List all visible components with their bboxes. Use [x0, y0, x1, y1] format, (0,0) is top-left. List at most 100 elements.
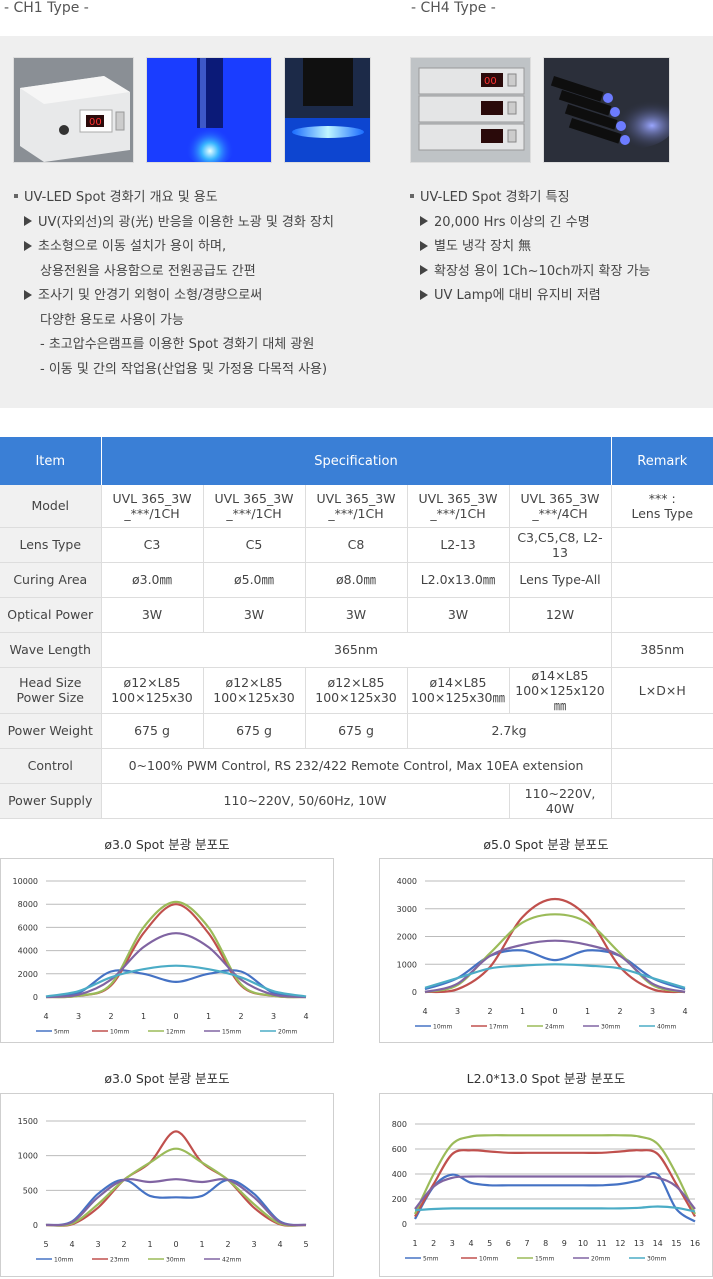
x-tick-label: 1 [141, 1012, 146, 1021]
header-item: Item [0, 437, 102, 485]
x-tick-label: 5 [303, 1240, 308, 1249]
series-line-10mm [424, 949, 686, 991]
y-tick-label: 4000 [18, 947, 38, 956]
table-header-row: Item Specification Remark [0, 437, 713, 485]
series-line-20mm [45, 964, 307, 998]
table-cell [611, 748, 713, 784]
table-row: Lens Type C3 C5 C8 L2-13 C3,C5,C8, L2-13 [0, 527, 713, 563]
table-row: Power Weight 675 g 675 g 675 g 2.7kg [0, 713, 713, 749]
x-tick-label: 3 [450, 1239, 455, 1248]
overview-item: 조사기 및 안경기 외형이 소형/경량으로써 [14, 284, 334, 309]
x-tick-label: 8 [543, 1239, 548, 1248]
x-tick-label: 3 [251, 1240, 256, 1249]
legend-label: 30mm [647, 1256, 666, 1263]
series-line-10mm [414, 1149, 696, 1218]
x-tick-label: 2 [431, 1239, 436, 1248]
x-tick-label: 2 [617, 1007, 622, 1016]
y-tick-label: 0 [33, 993, 38, 1002]
ch4-device-display: 00 [484, 76, 497, 87]
x-tick-label: 14 [653, 1239, 663, 1248]
x-tick-label: 15 [671, 1239, 681, 1248]
table-cell: ø14×L85 100×125x120㎜ [509, 667, 612, 714]
series-line-15mm [414, 1134, 696, 1215]
y-tick-label: 200 [392, 1195, 407, 1204]
series-line-30mm [424, 939, 686, 994]
series-line-10mm [45, 1178, 307, 1227]
table-cell: 365nm [101, 632, 612, 668]
legend-label: 20mm [591, 1256, 610, 1263]
table-row: Control 0~100% PWM Control, RS 232/422 R… [0, 748, 713, 784]
x-tick-label: 4 [303, 1012, 308, 1021]
row-label: Model [0, 485, 102, 528]
table-cell: ø8.0㎜ [305, 562, 408, 598]
x-tick-label: 1 [199, 1240, 204, 1249]
ch4-device-photo: 00 [410, 57, 531, 163]
chart-phi3-spot: 0 2000 4000 6000 8000 10000 4 3 2 1 0 1 2 3 4 5mm 10mm 12… [0, 858, 334, 1043]
ch4-heads-photo [543, 57, 670, 163]
y-tick-label: 4000 [397, 877, 417, 886]
y-tick-label: 6000 [18, 923, 38, 932]
table-cell: ø12×L85 100×125x30 [101, 667, 204, 714]
table-cell: ø12×L85 100×125x30 [203, 667, 306, 714]
table-cell: 2.7kg [407, 713, 612, 749]
x-tick-label: 1 [147, 1240, 152, 1249]
x-tick-label: 4 [43, 1012, 48, 1021]
row-label: Control [0, 748, 102, 784]
x-tick-label: 4 [682, 1007, 687, 1016]
x-tick-label: 1 [412, 1239, 417, 1248]
ch1-device-display: 00 [89, 117, 102, 128]
legend-label: 10mm [110, 1029, 129, 1036]
y-tick-label: 1000 [397, 960, 417, 969]
legend-label: 5mm [54, 1029, 70, 1036]
x-tick-label: 1 [206, 1012, 211, 1021]
table-cell [611, 527, 713, 563]
table-cell [611, 713, 713, 749]
table-cell: 3W [305, 597, 408, 633]
intro-panel: 00 [0, 36, 713, 408]
series-line-17mm [424, 897, 686, 994]
x-tick-label: 13 [634, 1239, 644, 1248]
legend-label: 20mm [278, 1029, 297, 1036]
y-tick-label: 2000 [18, 970, 38, 979]
x-tick-label: 2 [108, 1012, 113, 1021]
table-cell: *** : Lens Type [611, 485, 713, 528]
legend-label: 12mm [166, 1029, 185, 1036]
table-row: Model UVL 365_3W _***/1CH UVL 365_3W _**… [0, 485, 713, 528]
row-label: Curing Area [0, 562, 102, 598]
chart-title: L2.0*13.0 Spot 분광 분포도 [466, 1071, 626, 1086]
x-tick-label: 12 [615, 1239, 625, 1248]
table-cell: UVL 365_3W _***/1CH [203, 485, 306, 528]
x-tick-label: 4 [69, 1240, 74, 1249]
x-tick-label: 10 [578, 1239, 588, 1248]
table-cell: ø5.0㎜ [203, 562, 306, 598]
table-cell: 3W [101, 597, 204, 633]
x-tick-label: 3 [76, 1012, 81, 1021]
table-cell: C3 [101, 527, 204, 563]
overview-title: UV-LED Spot 경화기 개요 및 용도 [14, 186, 334, 211]
table-row: Head Size Power Size ø12×L85 100×125x30 … [0, 667, 713, 714]
row-label: Power Supply [0, 783, 102, 819]
chart-title: ø5.0 Spot 분광 분포도 [483, 837, 609, 852]
overview-list: UV-LED Spot 경화기 개요 및 용도 UV(자외선)의 광(光) 반응… [14, 186, 334, 382]
series-line-40mm [424, 963, 686, 989]
legend-label: 17mm [489, 1024, 508, 1031]
table-cell: L2-13 [407, 527, 510, 563]
legend-label: 10mm [54, 1257, 73, 1264]
y-tick-label: 8000 [18, 900, 38, 909]
legend-label: 15mm [535, 1256, 554, 1263]
feature-item: UV Lamp에 대비 유지비 저렴 [410, 284, 651, 309]
legend-label: 5mm [423, 1256, 439, 1263]
x-tick-label: 2 [121, 1240, 126, 1249]
x-tick-label: 5 [487, 1239, 492, 1248]
chart-svg: 0 1000 2000 3000 4000 4 3 2 1 0 1 2 3 4 10mm 17mm 24mm 30… [397, 877, 688, 1031]
features-title: UV-LED Spot 경화기 특징 [410, 186, 651, 211]
table-cell: 0~100% PWM Control, RS 232/422 Remote Co… [101, 748, 612, 784]
series-line-12mm [45, 900, 307, 999]
legend-label: 10mm [433, 1024, 452, 1031]
row-label: Lens Type [0, 527, 102, 563]
row-label: Optical Power [0, 597, 102, 633]
table-cell: Lens Type-All [509, 562, 612, 598]
y-tick-label: 1000 [18, 1152, 38, 1161]
x-tick-label: 0 [173, 1240, 178, 1249]
